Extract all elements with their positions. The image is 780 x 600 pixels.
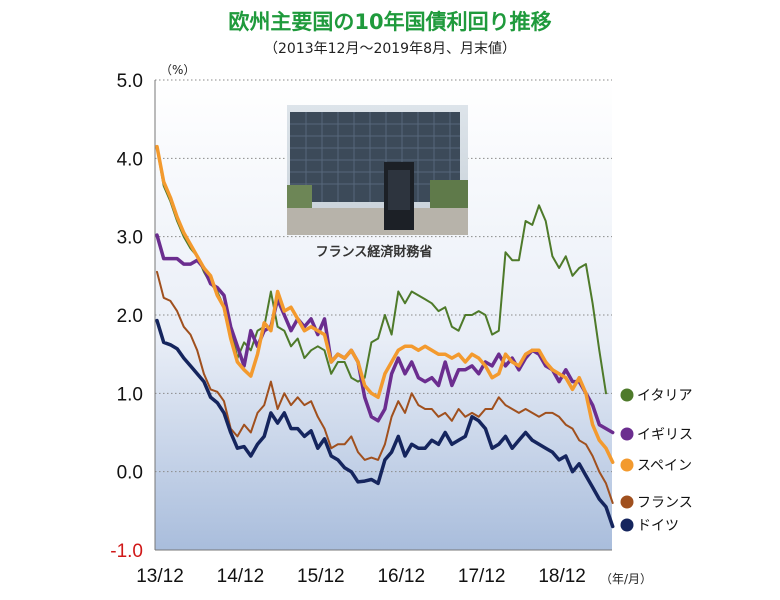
y-tick-label: 0.0: [117, 463, 143, 484]
x-tick-label: 13/12: [136, 566, 184, 587]
legend-marker: [620, 388, 634, 402]
legend-marker: [620, 427, 634, 441]
x-tick-label: 16/12: [377, 566, 425, 587]
y-tick-label: 1.0: [117, 384, 143, 405]
legend-label: イギリス: [637, 427, 693, 443]
y-tick-label: 4.0: [117, 149, 143, 170]
series-lines: [155, 144, 615, 529]
chart-title: 欧州主要国の10年国債利回り推移: [228, 10, 552, 34]
photo-ministry: [287, 105, 468, 235]
legend-marker: [620, 518, 634, 532]
x-tick-label: 14/12: [217, 566, 265, 587]
legend-label: スペイン: [637, 458, 692, 474]
y-tick-labels: 5.0 4.0 3.0 2.0 1.0 0.0 -1.0: [110, 71, 143, 562]
x-tick-labels: 13/12 14/12 15/12 16/12 17/12 18/12: [136, 566, 586, 587]
series-line: [156, 270, 614, 504]
legend-label: イタリア: [637, 388, 692, 404]
x-unit-label: （年/月）: [600, 572, 652, 586]
x-tick-label: 15/12: [297, 566, 345, 587]
y-tick-label: 3.0: [117, 228, 143, 249]
legend-marker: [620, 495, 634, 509]
legend-marker: [620, 458, 634, 472]
legend-label: フランス: [637, 495, 693, 511]
series-line: [155, 318, 615, 529]
y-tick-label: -1.0: [110, 541, 143, 562]
series-line: [155, 233, 615, 435]
photo-caption: フランス経済財務省: [316, 244, 433, 260]
grid-lines: [155, 79, 612, 473]
y-tick-label: 2.0: [117, 306, 143, 327]
x-tick-label: 18/12: [538, 566, 586, 587]
y-tick-label: 5.0: [117, 71, 143, 92]
x-tick-label: 17/12: [458, 566, 506, 587]
series-line: [155, 144, 615, 465]
legend-label: ドイツ: [637, 518, 679, 534]
y-unit-label: （%）: [160, 63, 195, 77]
chart-subtitle: （2013年12月～2019年8月、月末値）: [264, 41, 516, 57]
